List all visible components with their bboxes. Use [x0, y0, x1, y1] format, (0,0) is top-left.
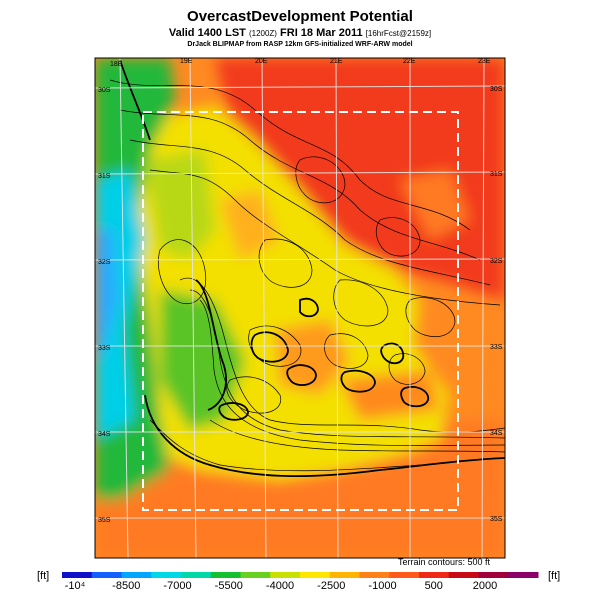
- legend-label: -1000: [368, 580, 397, 592]
- inner-domain-box: [142, 111, 459, 511]
- lat-label-right-4: 34S: [490, 430, 503, 437]
- lon-label-top-2: 20E: [255, 58, 268, 65]
- legend-label: 500: [424, 580, 443, 592]
- terrain-note: Terrain contours: 500 ft: [398, 557, 491, 567]
- lat-label-left-5: 35S: [98, 517, 111, 524]
- legend-label: -5500: [214, 580, 243, 592]
- color-field: [95, 58, 505, 558]
- lon-label-bottom-3: 21E: [332, 562, 345, 569]
- terrain-contours: [109, 79, 505, 472]
- legend-label: -2500: [317, 580, 346, 592]
- legend-unit-right: [ft]: [548, 570, 561, 582]
- legend-swatch: [419, 572, 450, 578]
- legend-label: -10⁴: [64, 580, 86, 592]
- lat-label-left-3: 33S: [98, 345, 111, 352]
- map-field: 18E 19E 20E 21E 22E 23E 30S 31S 32S 33S …: [95, 58, 505, 572]
- legend-swatch: [478, 572, 509, 578]
- legend-swatch: [300, 572, 331, 578]
- lon-label-bottom-1: 19E: [190, 562, 203, 569]
- legend-swatch: [448, 572, 479, 578]
- valid-forecast: [16hrFcst@2159z]: [365, 29, 432, 38]
- valid-date: FRI 18 Mar 2011: [280, 27, 363, 39]
- lat-label-right-5: 35S: [490, 516, 503, 523]
- legend-swatch: [121, 572, 152, 578]
- model-credit: DrJack BLIPMAP from RASP 12km GFS-initia…: [187, 41, 413, 48]
- lat-label-left-1: 31S: [98, 173, 111, 180]
- legend-swatch: [210, 572, 241, 578]
- lon-label-top-3: 21E: [330, 58, 343, 65]
- lat-lon-grid: [95, 58, 505, 558]
- legend-label: -7000: [163, 580, 192, 592]
- legend-swatch: [508, 572, 539, 578]
- lon-label-top-0: 18E: [110, 61, 123, 68]
- grid-labels: 18E 19E 20E 21E 22E 23E 30S 31S 32S 33S …: [98, 58, 503, 572]
- lat-label-right-1: 31S: [490, 171, 503, 178]
- legend-swatch: [389, 572, 420, 578]
- lon-label-top-1: 19E: [180, 58, 193, 65]
- lat-label-right-2: 32S: [490, 258, 503, 265]
- lon-label-top-4: 22E: [403, 58, 416, 65]
- legend-swatch: [151, 572, 182, 578]
- legend-swatch: [91, 572, 122, 578]
- legend-swatch: [359, 572, 390, 578]
- valid-time: Valid 1400 LST (1200Z) FRI 18 Mar 2011 […: [0, 27, 600, 39]
- legend-swatch: [62, 572, 93, 578]
- legend-swatch: [329, 572, 360, 578]
- map-frame: [94, 57, 506, 559]
- valid-small-utc: (1200Z): [248, 29, 277, 38]
- legend-unit-left: [ft]: [37, 570, 50, 582]
- lat-label-left-4: 34S: [98, 431, 111, 438]
- legend-swatch: [240, 572, 271, 578]
- lat-label-left-2: 32S: [98, 259, 111, 266]
- lon-label-bottom-2: 20E: [260, 562, 273, 569]
- legend-label: -4000: [265, 580, 295, 592]
- legend-label: -8500: [112, 580, 141, 592]
- valid-main: Valid 1400 LST: [168, 27, 246, 39]
- lat-label-right-0: 30S: [490, 86, 503, 93]
- lon-label-bottom-0: 18E: [120, 565, 133, 572]
- legend-label: 2000: [472, 580, 498, 592]
- lon-label-top-5: 23E: [478, 58, 491, 65]
- legend-colorbar: [62, 572, 539, 578]
- zero-contours: [119, 59, 505, 478]
- lat-label-right-3: 33S: [490, 344, 503, 351]
- chart-title: OvercastDevelopment Potential: [187, 8, 413, 25]
- lat-label-left-0: 30S: [98, 87, 111, 94]
- legend-swatch: [181, 572, 212, 578]
- legend-swatch: [270, 572, 301, 578]
